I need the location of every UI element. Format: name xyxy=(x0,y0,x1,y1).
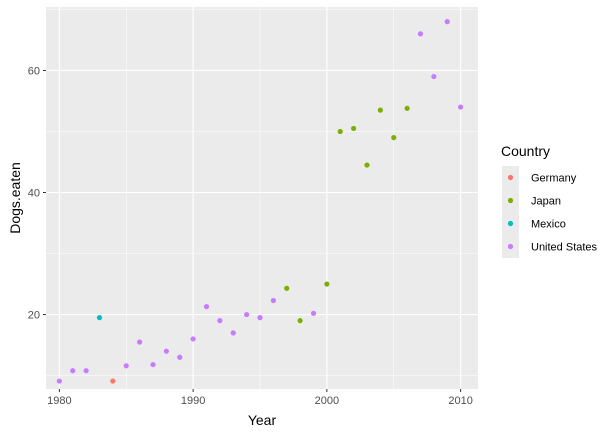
data-point xyxy=(297,318,303,324)
data-point xyxy=(177,354,183,360)
data-point xyxy=(324,281,330,287)
legend: Country Germany Japan Mexico United States xyxy=(501,143,598,258)
x-tick-label: 1990 xyxy=(181,395,205,407)
data-point xyxy=(190,336,196,342)
legend-label: United States xyxy=(531,242,598,254)
panel-background xyxy=(46,7,478,389)
data-point xyxy=(364,162,370,168)
data-point xyxy=(203,304,210,310)
legend-swatch xyxy=(507,197,514,204)
data-point xyxy=(391,134,397,141)
data-point xyxy=(137,339,143,345)
data-point xyxy=(404,105,410,111)
data-point xyxy=(458,104,464,110)
legend-swatch xyxy=(507,220,514,227)
data-point xyxy=(284,285,290,291)
y-tick-label: 60 xyxy=(28,65,40,77)
y-tick-label: 20 xyxy=(28,310,40,322)
legend-label: Germany xyxy=(531,173,577,185)
legend-title: Country xyxy=(501,143,550,159)
data-point xyxy=(270,297,276,304)
data-point xyxy=(96,315,103,321)
data-point xyxy=(431,73,437,80)
x-axis-title: Year xyxy=(248,412,277,428)
x-tick-label: 2010 xyxy=(448,395,472,407)
legend-label: Japan xyxy=(531,196,561,208)
data-point xyxy=(83,368,89,374)
y-axis-title: Dogs.eaten xyxy=(7,162,23,234)
y-tick-label: 40 xyxy=(28,188,40,200)
x-tick-label: 1980 xyxy=(47,395,71,407)
data-point xyxy=(351,125,357,132)
data-point xyxy=(230,330,236,336)
data-point xyxy=(444,19,450,25)
x-tick-label: 2000 xyxy=(315,395,339,407)
plot-panel xyxy=(46,7,478,389)
axes: 1980 1990 2000 2010 20 40 60 xyxy=(28,65,473,407)
data-point xyxy=(70,368,76,374)
data-point xyxy=(110,378,116,384)
data-point xyxy=(244,311,250,318)
legend-swatch xyxy=(507,243,514,250)
data-point xyxy=(257,315,263,321)
data-point xyxy=(377,107,383,113)
data-point xyxy=(417,31,424,37)
data-point xyxy=(150,361,156,368)
data-point xyxy=(217,318,223,324)
data-point xyxy=(56,378,62,384)
data-point xyxy=(123,363,129,369)
data-points xyxy=(56,19,464,384)
legend-label: Mexico xyxy=(531,219,566,231)
legend-swatch xyxy=(507,174,514,181)
data-point xyxy=(163,348,169,354)
data-point xyxy=(337,128,343,135)
data-point xyxy=(310,310,317,316)
